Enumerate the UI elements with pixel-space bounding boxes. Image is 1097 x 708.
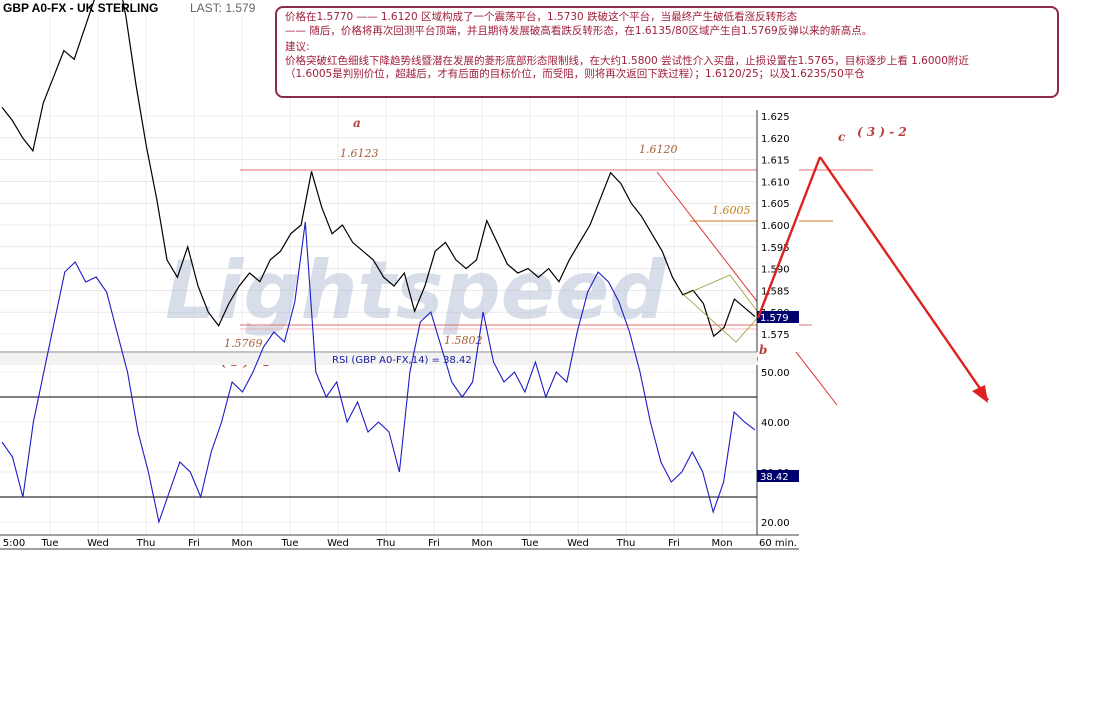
label-p2: 1.6120 [639, 143, 678, 156]
note-line-1: 价格在1.5770 —— 1.6120 区域构成了一个震荡平台，1.5730 跌… [285, 11, 798, 23]
projection-down-arrow [819, 156, 989, 401]
time-tick-13: Thu [616, 538, 636, 549]
rsi-value-tag [757, 470, 799, 482]
time-tick-11: Tue [520, 538, 538, 549]
time-tick-15: Mon [711, 538, 732, 549]
price-tick-8: 1.615 [761, 156, 790, 167]
label-a: a [353, 116, 361, 130]
price-tick-9: 1.620 [761, 134, 790, 145]
time-tick-10: Mon [471, 538, 492, 549]
price-series [1, 0, 756, 338]
rsi-tick-0: 20.00 [761, 518, 790, 529]
downtrend-line [656, 171, 838, 406]
price-tick-7: 1.610 [761, 177, 790, 188]
time-tick-0: 5:00 [3, 538, 25, 549]
label-p4: 1.5769 [224, 337, 263, 350]
time-tick-1: Tue [40, 538, 58, 549]
note-line-3: 建议: [285, 41, 310, 53]
analysis-note: 价格在1.5770 —— 1.6120 区域构成了一个震荡平台，1.5730 跌… [275, 6, 1059, 98]
label-b: b [759, 343, 767, 357]
price-tick-4: 1.595 [761, 243, 790, 254]
rsi-tick-3: 50.00 [761, 368, 790, 379]
time-tick-14: Fri [668, 538, 680, 549]
time-tick-5: Mon [231, 538, 252, 549]
price-tick-2: 1.585 [761, 286, 790, 297]
time-tick-6: Tue [280, 538, 298, 549]
rsi-tick-2: 40.00 [761, 418, 790, 429]
projection-up-arrow [756, 156, 822, 319]
watermark: Lightspeed [165, 244, 667, 337]
price-tick-10: 1.625 [761, 112, 790, 123]
symbol-title: GBP A0-FX - UK STERLING [3, 1, 158, 15]
rsi-grid [0, 371, 757, 523]
last-price-tag [757, 311, 799, 323]
label-p3: 1.6005 [712, 204, 751, 217]
time-tick-4: Fri [188, 538, 200, 549]
note-line-5: （1.6005是判别价位，超越后，才有后面的目标价位，而受阻，则将再次返回下跌过… [285, 68, 865, 80]
label-p5: 1.5802 [444, 334, 483, 347]
rsi-title: RSI (GBP A0-FX,14) = 38.42 [332, 355, 472, 366]
time-tick-3: Thu [136, 538, 156, 549]
note-line-4: 价格突破红色细线下降趋势线暨潜在发展的菱形底部形态限制线，在大约1.5800 尝… [285, 54, 969, 67]
rsi-title-bar [0, 353, 757, 365]
time-tick-labels: 5:00 Tue Wed Thu Fri Mon Tue Wed Thu Fri Mon Tue Wed… [3, 538, 797, 549]
price-tick-0: 1.575 [761, 330, 790, 341]
price-tick-5: 1.600 [761, 221, 790, 232]
time-tick-7: Wed [327, 538, 349, 549]
rsi-value-tag-text: 38.42 [760, 472, 789, 483]
rsi-series [1, 221, 756, 525]
time-tick-16: 60 min. [759, 538, 797, 549]
price-tick-6: 1.605 [761, 199, 790, 210]
time-tick-12: Wed [567, 538, 589, 549]
label-p1: 1.6123 [340, 147, 379, 160]
down-arrow-head [972, 385, 988, 403]
label-c: c [838, 130, 846, 144]
note-line-2: —— 随后，价格将再次回测平台顶端，并且期待发展破高看跌反转形态，在1.6135… [285, 24, 873, 37]
last-price-tag-text: 1.579 [760, 313, 789, 324]
label-wave2: ( 3 ) - 2 [857, 125, 907, 139]
time-tick-9: Fri [428, 538, 440, 549]
time-tick-2: Wed [87, 538, 109, 549]
header-bar [0, 0, 275, 15]
time-tick-8: Thu [376, 538, 396, 549]
last-price-label: LAST: 1.579 [190, 1, 256, 15]
vertical-grid [49, 15, 723, 535]
time-axis [0, 535, 799, 549]
price-grid [0, 115, 757, 335]
